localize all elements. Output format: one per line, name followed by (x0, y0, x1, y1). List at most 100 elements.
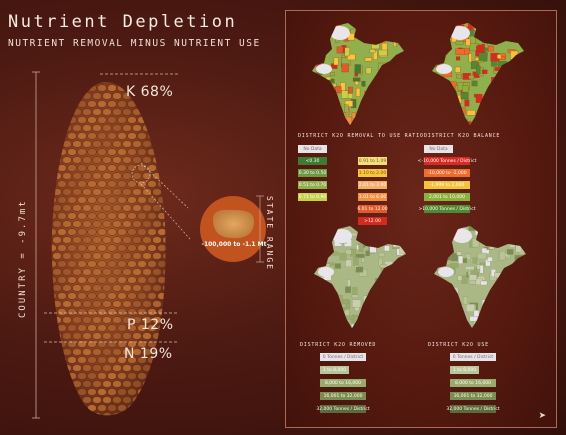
corn-kernel (117, 260, 127, 268)
corn-kernel (117, 372, 127, 380)
district-cell (374, 237, 382, 243)
district-cell (441, 41, 447, 51)
corn-kernel (62, 108, 72, 116)
district-cell (524, 289, 526, 293)
no-data-region (450, 26, 470, 40)
district-cell (470, 61, 480, 70)
district-cell (380, 326, 388, 328)
corn-kernel (142, 396, 152, 404)
corn-kernel (162, 300, 166, 308)
corn-kernel (107, 308, 117, 316)
district-cell (392, 302, 400, 309)
corn-kernel (102, 284, 112, 292)
corn-kernel (152, 380, 162, 388)
district-cell (442, 324, 453, 328)
district-cell (373, 119, 378, 125)
corn-kernel (157, 132, 166, 140)
district-cell (394, 57, 400, 63)
corn-kernel (51, 356, 57, 364)
corn-kernel (82, 236, 92, 244)
corn-kernel (107, 372, 117, 380)
district-cell (441, 297, 449, 303)
legend-swatch: >12.00 (358, 217, 387, 225)
corn-kernel (152, 220, 162, 228)
corn-kernel (67, 100, 77, 108)
district-cell (306, 55, 311, 63)
district-cell (314, 240, 320, 247)
corn-kernel (117, 356, 127, 364)
district-cell (434, 302, 439, 308)
corn-kernel (117, 292, 127, 300)
corn-kernel (112, 300, 122, 308)
corn-kernel (82, 188, 92, 196)
district-cell (497, 34, 503, 42)
district-cell (309, 260, 313, 267)
corn-kernel (62, 412, 72, 416)
district-cell (324, 235, 329, 242)
corn-kernel (57, 388, 67, 396)
corn-kernel (142, 348, 152, 356)
district-cell (437, 124, 444, 125)
corn-kernel (122, 220, 132, 228)
corn-kernel (112, 380, 122, 388)
corn-kernel (137, 372, 147, 380)
k-share-label: K 68% (126, 84, 174, 100)
district-cell (312, 73, 315, 81)
corn-kernel (127, 260, 137, 268)
corn-kernel (147, 404, 157, 412)
arrow-right-icon[interactable]: ➤ (538, 411, 546, 421)
district-cell (440, 302, 445, 312)
district-cell (345, 249, 352, 255)
corn-kernel (132, 188, 142, 196)
district-cell (397, 38, 403, 46)
district-cell (441, 281, 449, 290)
corn-kernel (102, 412, 112, 416)
corn-kernel (162, 220, 166, 228)
district-cell (320, 324, 324, 328)
district-cell (399, 237, 405, 247)
district-cell (320, 55, 325, 62)
corn-kernel (137, 276, 147, 284)
corn-kernel (102, 300, 112, 308)
district-cell (333, 57, 339, 66)
district-cell (432, 104, 434, 114)
maps-panel: DISTRICT K2O REMOVAL TO USE RATIO No Dat… (285, 10, 557, 428)
district-cell (434, 267, 439, 272)
district-cell (364, 228, 373, 237)
district-cell (328, 103, 336, 109)
corn-kernel (62, 332, 72, 340)
corn-kernel (152, 332, 162, 340)
district-cell (505, 234, 512, 239)
district-cell (364, 57, 372, 62)
corn-kernel (112, 124, 122, 132)
corn-kernel (87, 356, 97, 364)
district-cell (381, 42, 388, 51)
corn-kernel (51, 292, 57, 300)
corn-kernel (112, 204, 122, 212)
district-cell (318, 276, 324, 283)
district-cell (358, 243, 364, 253)
district-cell (314, 25, 321, 34)
district-cell (344, 104, 349, 113)
corn-kernel (77, 404, 87, 412)
corn-kernel (82, 140, 92, 148)
corn-kernel (147, 260, 157, 268)
district-cell (527, 281, 532, 289)
corn-kernel (57, 404, 67, 412)
district-cell (448, 306, 457, 310)
corn-kernel (132, 220, 142, 228)
balance-legend-title: DISTRICT K2O BALANCE (424, 133, 501, 139)
corn-kernel (77, 84, 87, 92)
legend-swatch: 2,001 to 10,000 (424, 193, 470, 201)
district-cell (344, 116, 352, 125)
district-cell (355, 23, 363, 32)
corn-kernel (112, 396, 122, 404)
corn-kernel (97, 132, 107, 140)
district-cell (511, 271, 517, 278)
district-cell (490, 103, 498, 109)
district-cell (361, 257, 365, 263)
corn-kernel (51, 196, 57, 204)
corn-kernel (52, 348, 62, 356)
corn-kernel (52, 92, 62, 100)
corn-kernel (72, 204, 82, 212)
